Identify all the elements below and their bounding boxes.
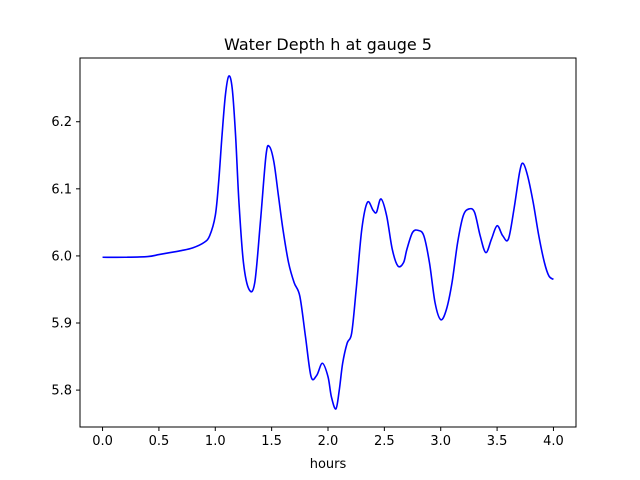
x-axis-label: hours (310, 457, 347, 472)
y-tick-label: 5.8 (51, 384, 72, 399)
x-tick-label: 2.5 (374, 434, 395, 449)
x-tick-label: 2.0 (318, 434, 339, 449)
line-series-layer (102, 75, 554, 410)
series-line-0 (102, 75, 554, 410)
chart-title: Water Depth h at gauge 5 (224, 35, 432, 54)
x-tick-label: 3.5 (487, 434, 508, 449)
y-tick-label: 6.2 (51, 115, 72, 130)
x-tick-label: 1.5 (261, 434, 282, 449)
y-tick-label: 5.9 (51, 317, 72, 332)
y-tick-label: 6.0 (51, 249, 72, 264)
x-axis-ticks: 0.0 0.5 1.0 1.5 2.0 2.5 3.0 3.5 4.0 (92, 427, 564, 449)
x-tick-label: 0.0 (92, 434, 113, 449)
y-axis-ticks: 5.8 5.9 6.0 6.1 6.2 (51, 115, 80, 399)
x-tick-label: 0.5 (149, 434, 170, 449)
x-tick-label: 3.0 (430, 434, 451, 449)
x-tick-label: 1.0 (205, 434, 226, 449)
y-tick-label: 6.1 (51, 182, 72, 197)
x-tick-label: 4.0 (543, 434, 564, 449)
